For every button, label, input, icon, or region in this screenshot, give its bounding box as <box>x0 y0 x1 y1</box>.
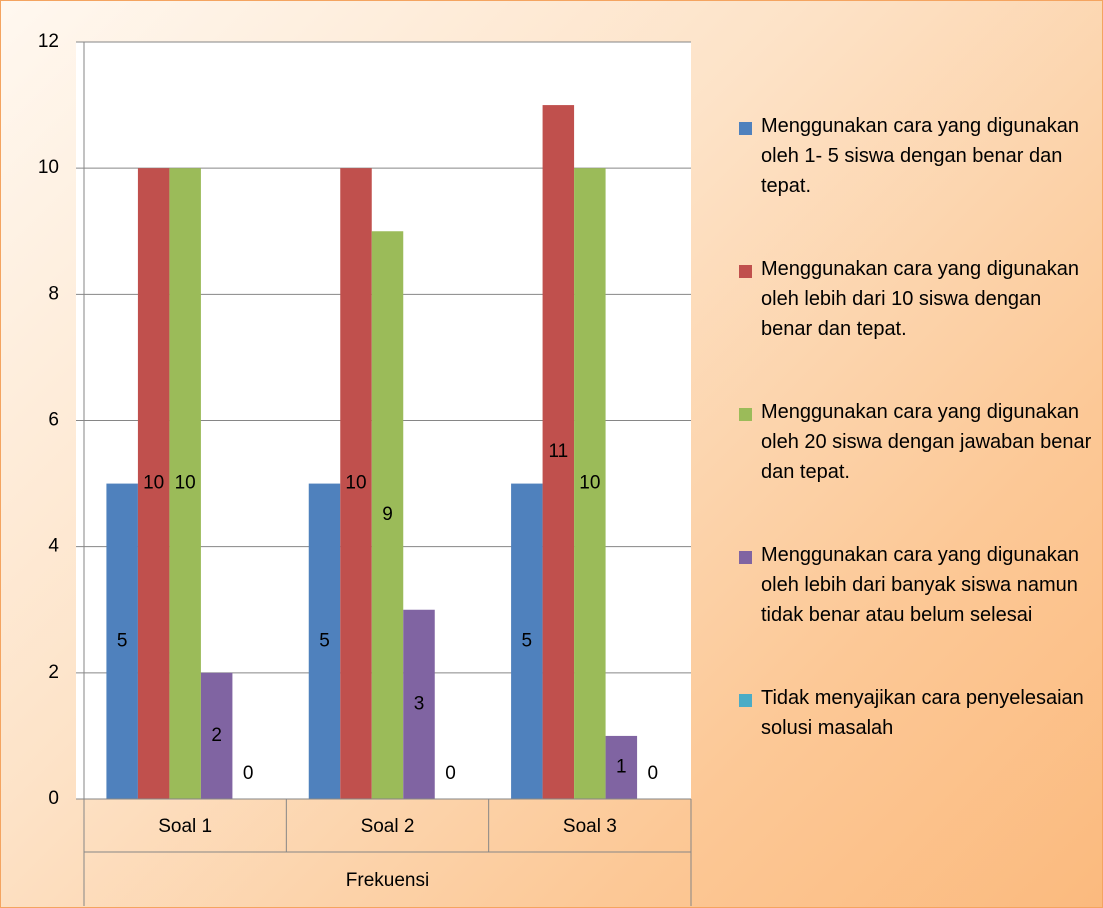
bar <box>137 168 170 799</box>
data-label: 0 <box>243 763 254 784</box>
bar <box>106 483 138 799</box>
legend-swatch <box>739 265 752 278</box>
legend-label: Tidak menyajikan cara penyelesaian solus… <box>761 687 1084 739</box>
bar <box>605 735 638 799</box>
data-label: 10 <box>579 473 600 494</box>
legend-label: Menggunakan cara yang digunakan oleh 20 … <box>761 401 1092 483</box>
bar <box>308 483 341 799</box>
y-tick-label: 4 <box>48 536 59 557</box>
x-tick-label: Soal 2 <box>361 816 415 837</box>
legend-label: Menggunakan cara yang digunakan oleh leb… <box>761 544 1080 626</box>
data-label: 3 <box>414 693 425 714</box>
bar <box>169 168 201 799</box>
legend-item: Tidak menyajikan cara penyelesaian solus… <box>739 683 1094 743</box>
y-tick-label: 6 <box>48 410 59 431</box>
legend-item: Menggunakan cara yang digunakan oleh 20 … <box>739 397 1094 540</box>
bar <box>542 105 575 800</box>
legend-item: Menggunakan cara yang digunakan oleh leb… <box>739 254 1094 397</box>
bar <box>340 168 372 799</box>
legend-swatch <box>739 694 752 707</box>
group-label: Frekuensi <box>346 870 429 891</box>
bar <box>574 168 606 799</box>
bar <box>371 231 404 799</box>
y-tick-label: 8 <box>48 283 59 304</box>
legend-label: Menggunakan cara yang digunakan oleh 1- … <box>761 115 1080 197</box>
legend: Menggunakan cara yang digunakan oleh 1- … <box>739 111 1094 743</box>
data-label: 2 <box>211 725 222 746</box>
legend-swatch <box>739 122 752 135</box>
legend-item: Menggunakan cara yang digunakan oleh leb… <box>739 540 1094 683</box>
data-label: 0 <box>648 763 659 784</box>
legend-swatch <box>739 551 752 564</box>
data-label: 1 <box>616 756 627 777</box>
x-tick-label: Soal 3 <box>563 816 617 837</box>
y-tick-label: 12 <box>38 31 59 52</box>
data-label: 9 <box>382 504 393 525</box>
data-label: 11 <box>548 441 568 462</box>
y-tick-label: 0 <box>48 788 59 809</box>
data-label: 5 <box>117 630 128 651</box>
legend-label: Menggunakan cara yang digunakan oleh leb… <box>761 258 1080 340</box>
legend-swatch <box>739 408 752 421</box>
bar <box>403 609 435 799</box>
data-label: 10 <box>175 473 196 494</box>
bar <box>511 483 543 799</box>
y-tick-label: 10 <box>38 157 59 178</box>
y-tick-label: 2 <box>48 662 59 683</box>
data-label: 5 <box>319 630 330 651</box>
legend-item: Menggunakan cara yang digunakan oleh 1- … <box>739 111 1094 254</box>
bar <box>200 672 233 799</box>
data-label: 0 <box>445 763 456 784</box>
data-label: 10 <box>345 473 366 494</box>
data-label: 10 <box>143 473 164 494</box>
data-label: 5 <box>522 630 533 651</box>
x-tick-label: Soal 1 <box>158 816 212 837</box>
